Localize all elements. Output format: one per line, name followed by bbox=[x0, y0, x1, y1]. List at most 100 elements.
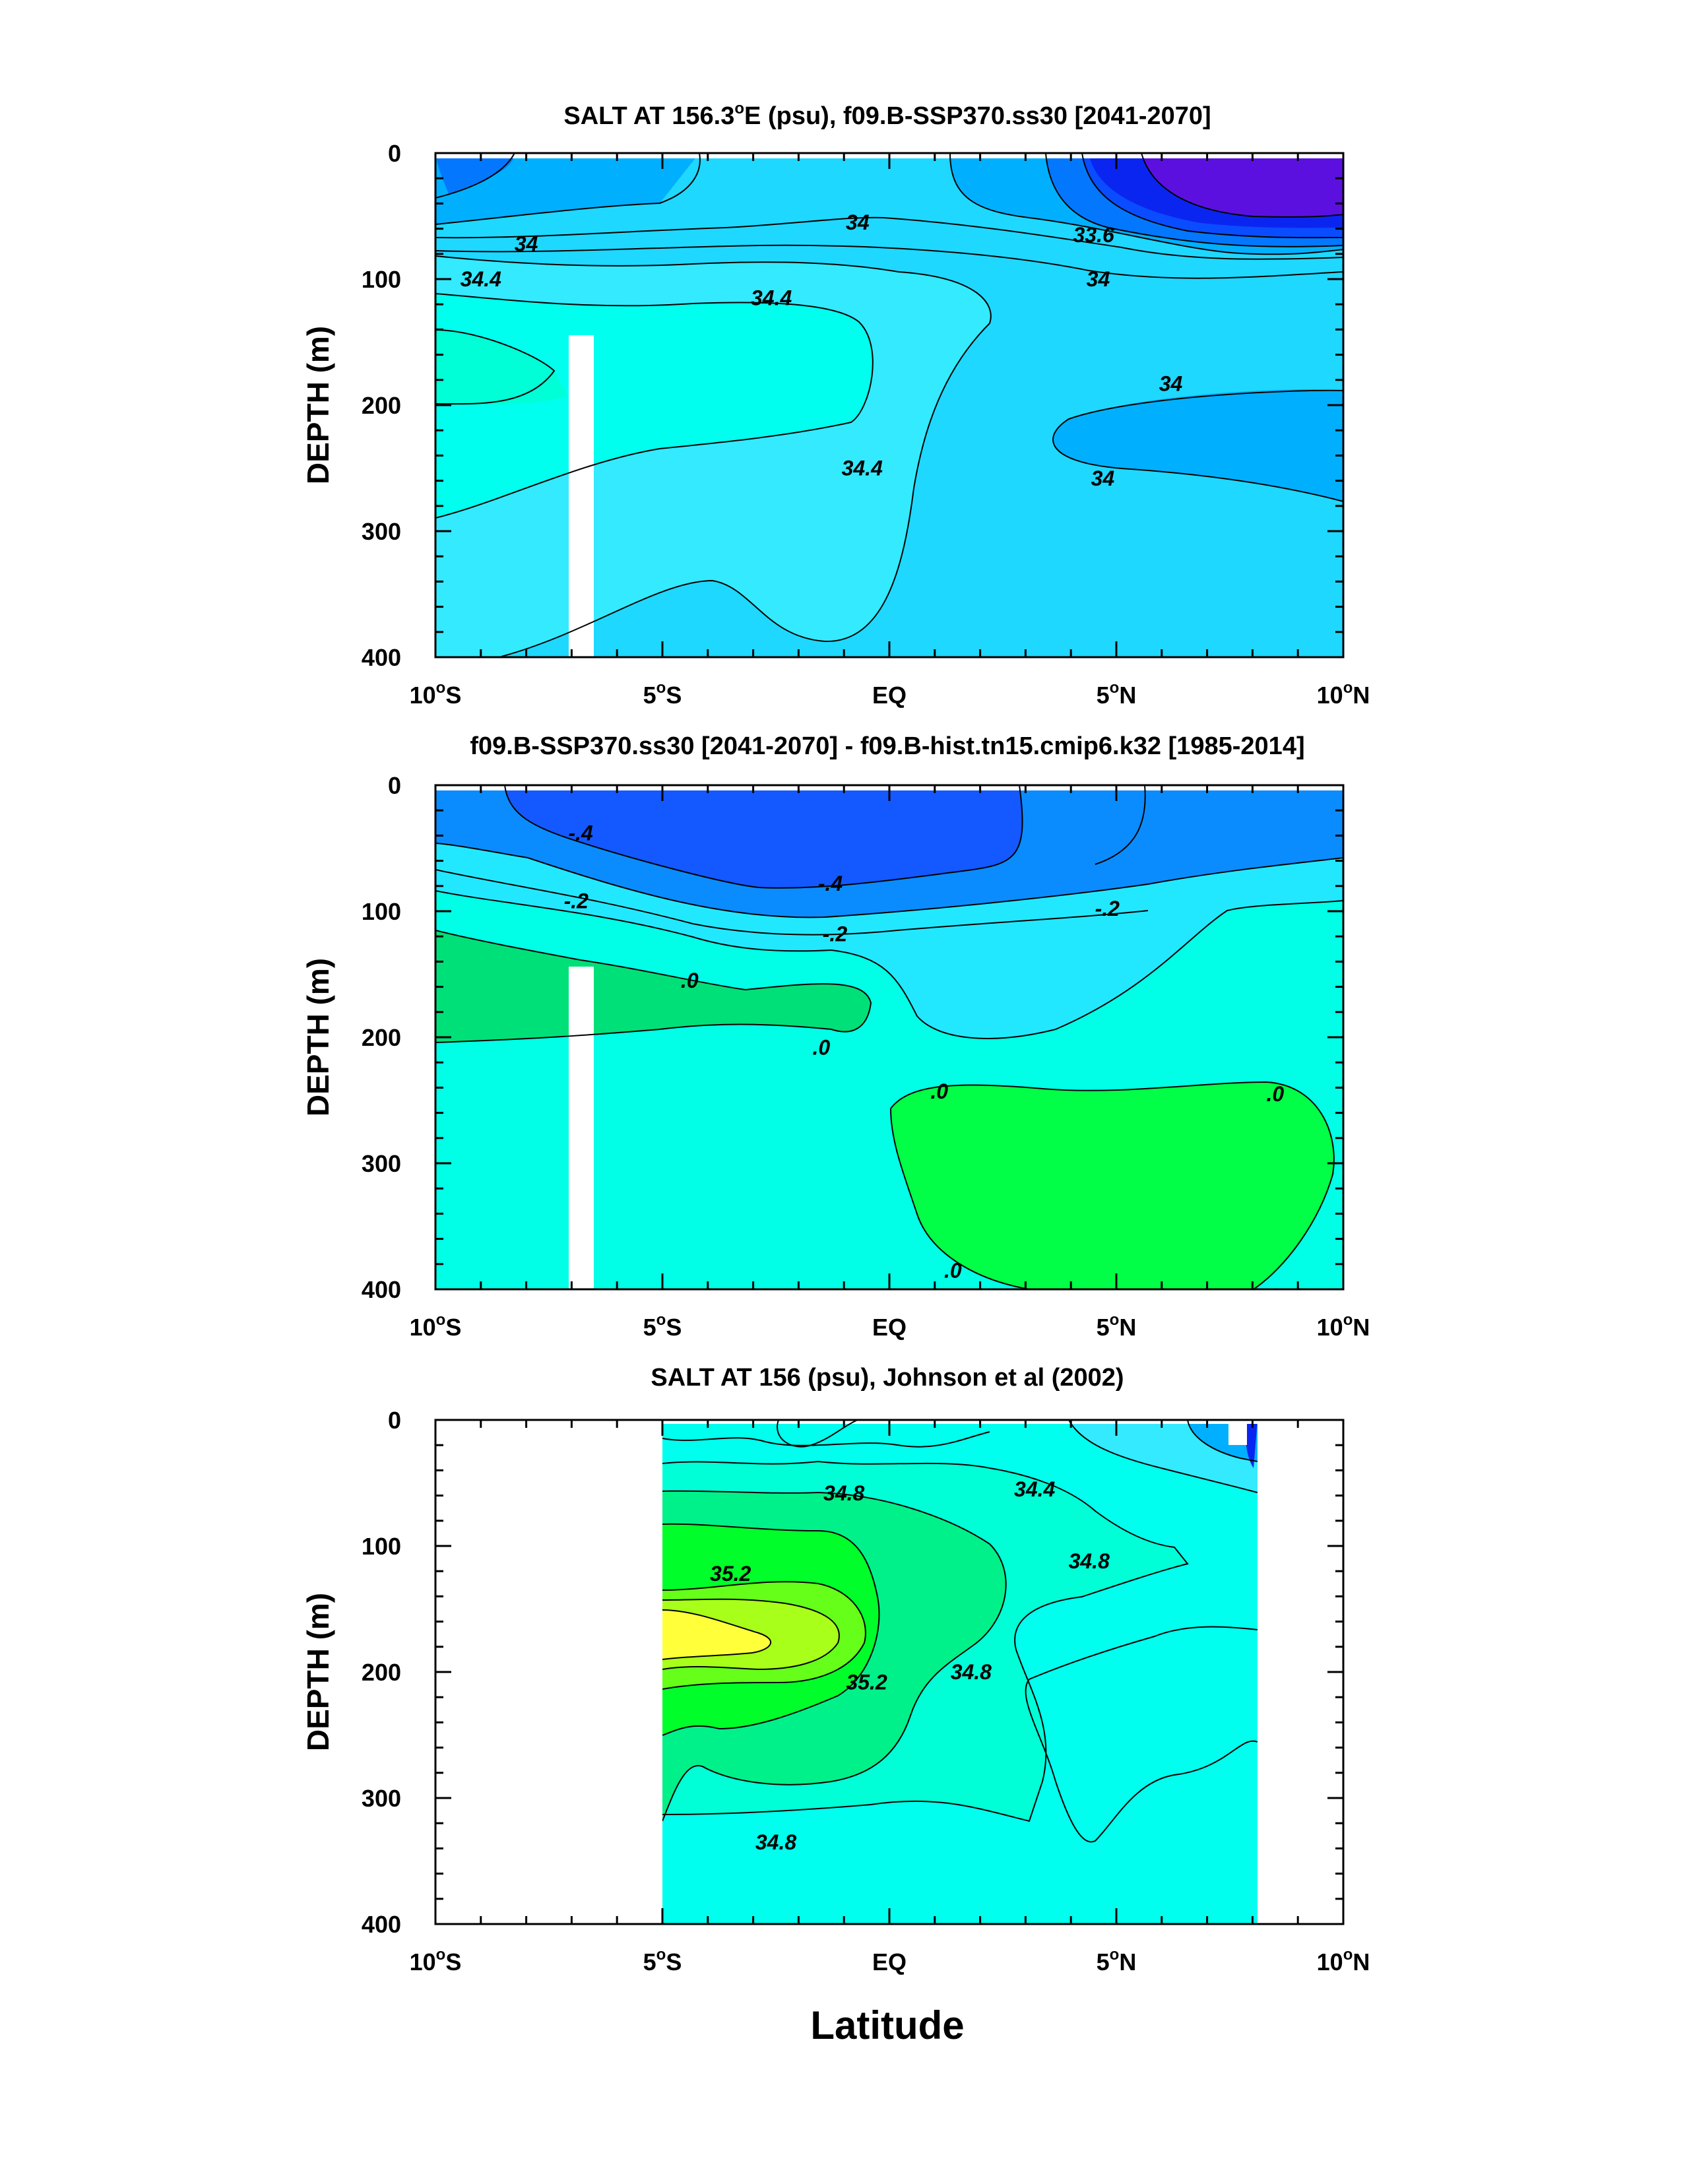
contour-label: 34 bbox=[1091, 466, 1115, 490]
contour-label: -.2 bbox=[564, 889, 589, 913]
contour-label: 34.4 bbox=[461, 267, 501, 291]
contour-line bbox=[1141, 153, 1343, 218]
contour-line bbox=[435, 153, 701, 225]
contour-label: 33.6 bbox=[1073, 223, 1114, 247]
x-tick-label: 5oS bbox=[643, 1311, 682, 1341]
contour-line bbox=[1081, 153, 1343, 239]
x-tick-label: 5oN bbox=[1097, 1946, 1137, 1975]
contour-line bbox=[662, 1609, 772, 1660]
chart-title: SALT AT 156.3oE (psu), f09.B-SSP370.ss30… bbox=[563, 100, 1211, 130]
band-33-8 bbox=[435, 153, 515, 195]
contour-lines bbox=[662, 1420, 1258, 1843]
y-tick-label: 300 bbox=[362, 1785, 401, 1812]
contour-label: .0 bbox=[944, 1258, 962, 1282]
x-tick-label: 10oN bbox=[1317, 1311, 1370, 1341]
y-tick-label: 200 bbox=[362, 1659, 401, 1686]
missing-data-notch bbox=[1228, 1420, 1247, 1445]
contour-line bbox=[435, 930, 872, 1043]
contour-line bbox=[890, 1081, 1335, 1289]
contour-line bbox=[949, 153, 1343, 255]
band-34-8 bbox=[435, 330, 567, 404]
y-tick-label: 400 bbox=[362, 644, 401, 671]
panel-salinity-difference: f09.B-SSP370.ss30 [2041-2070] - f09.B-hi… bbox=[301, 732, 1370, 1341]
y-tick-label: 100 bbox=[362, 898, 401, 925]
panel-observed-salinity: SALT AT 156 (psu), Johnson et al (2002) bbox=[301, 1364, 1370, 1975]
contour-line bbox=[435, 293, 874, 519]
axis-ticks: 10oS 5oS EQ 5oN 10oN 0 100 200 300 400 bbox=[362, 140, 1370, 709]
contour-labels: -.4 -.4 -.2 -.2 -.2 .0 .0 .0 .0 .0 bbox=[564, 821, 1285, 1283]
contour-label: 34.8 bbox=[1069, 1549, 1110, 1573]
contour-labels: 34.8 34.4 35.2 34.8 35.2 34.8 34.8 bbox=[710, 1477, 1110, 1854]
band-33-0 bbox=[1141, 153, 1343, 217]
contour-label: -.2 bbox=[1095, 897, 1120, 920]
contour-label: 34 bbox=[515, 232, 538, 256]
band-34-0-lower bbox=[1053, 389, 1343, 501]
contour-line bbox=[1025, 1626, 1258, 1843]
contour-label: 34.8 bbox=[755, 1830, 796, 1854]
contour-line bbox=[1095, 785, 1146, 865]
y-tick-label: 400 bbox=[362, 1911, 401, 1938]
contour-line bbox=[662, 1581, 866, 1690]
axis-ticks: 10oS 5oS EQ 5oN 10oN 0 100 200 300 400 bbox=[362, 1407, 1370, 1975]
contour-label: 35.2 bbox=[846, 1670, 887, 1694]
x-tick-label: 10oN bbox=[1317, 1946, 1370, 1975]
band-neg-4 bbox=[505, 785, 1023, 888]
contour-label: .0 bbox=[681, 969, 699, 992]
contour-line bbox=[1052, 389, 1343, 502]
x-tick-label: 10oS bbox=[410, 1311, 462, 1341]
contour-fill bbox=[435, 785, 1343, 1289]
x-tick-label: EQ bbox=[872, 682, 907, 709]
contour-line bbox=[1187, 1420, 1258, 1462]
contour-label: .0 bbox=[1266, 1082, 1284, 1106]
y-tick-label: 0 bbox=[388, 1407, 401, 1434]
contour-label: 34 bbox=[1087, 267, 1110, 291]
x-tick-label: 10oS bbox=[410, 679, 462, 709]
contour-label: 34.8 bbox=[951, 1660, 992, 1684]
y-tick-label: 0 bbox=[388, 140, 401, 167]
contour-line bbox=[435, 869, 1149, 936]
contour-label: 34.4 bbox=[1014, 1477, 1055, 1501]
contour-label: -.4 bbox=[568, 821, 593, 845]
band-34-6 bbox=[435, 294, 873, 518]
x-tick-label: 10oS bbox=[410, 1946, 462, 1975]
contour-line bbox=[435, 843, 1343, 918]
contour-line bbox=[1068, 1420, 1258, 1493]
contour-lines bbox=[435, 785, 1343, 1289]
contour-line bbox=[435, 329, 556, 405]
contour-line bbox=[435, 890, 1343, 1039]
y-axis-label: DEPTH (m) bbox=[301, 326, 335, 484]
x-tick-label: 5oS bbox=[643, 1946, 682, 1975]
y-tick-label: 100 bbox=[362, 1533, 401, 1560]
band-35-8 bbox=[662, 1610, 771, 1659]
band-pos-upper bbox=[435, 930, 871, 1043]
contour-lines bbox=[435, 153, 1343, 657]
x-tick-label: 5oN bbox=[1097, 679, 1137, 709]
contour-line bbox=[435, 153, 515, 199]
panel-model-salinity: SALT AT 156.3oE (psu), f09.B-SSP370.ss30… bbox=[301, 100, 1370, 709]
contour-label: -.2 bbox=[823, 922, 848, 946]
chart-title: SALT AT 156 (psu), Johnson et al (2002) bbox=[651, 1364, 1124, 1392]
x-tick-label: EQ bbox=[872, 1948, 907, 1975]
y-axis-label: DEPTH (m) bbox=[301, 1593, 335, 1751]
island-mask bbox=[569, 335, 594, 657]
y-tick-label: 400 bbox=[362, 1276, 401, 1303]
x-axis-label: Latitude bbox=[810, 2003, 964, 2047]
y-tick-label: 200 bbox=[362, 392, 401, 419]
contour-line bbox=[435, 255, 992, 657]
contour-label: 34.4 bbox=[842, 457, 883, 480]
y-tick-label: 0 bbox=[388, 772, 401, 799]
island-mask bbox=[569, 967, 594, 1289]
y-tick-label: 300 bbox=[362, 1150, 401, 1177]
contour-line bbox=[1045, 153, 1343, 247]
contour-label: 35.2 bbox=[710, 1562, 751, 1586]
contour-label: 34.4 bbox=[751, 286, 792, 310]
y-axis-label: DEPTH (m) bbox=[301, 958, 335, 1116]
contour-label: -.4 bbox=[818, 872, 843, 895]
chart-title: f09.B-SSP370.ss30 [2041-2070] - f09.B-hi… bbox=[470, 732, 1304, 760]
contour-label: .0 bbox=[930, 1079, 948, 1103]
contour-line bbox=[662, 1523, 880, 1736]
contour-line bbox=[662, 1460, 1189, 1822]
x-tick-label: 10oN bbox=[1317, 679, 1370, 709]
contour-label: 34.8 bbox=[823, 1481, 864, 1505]
